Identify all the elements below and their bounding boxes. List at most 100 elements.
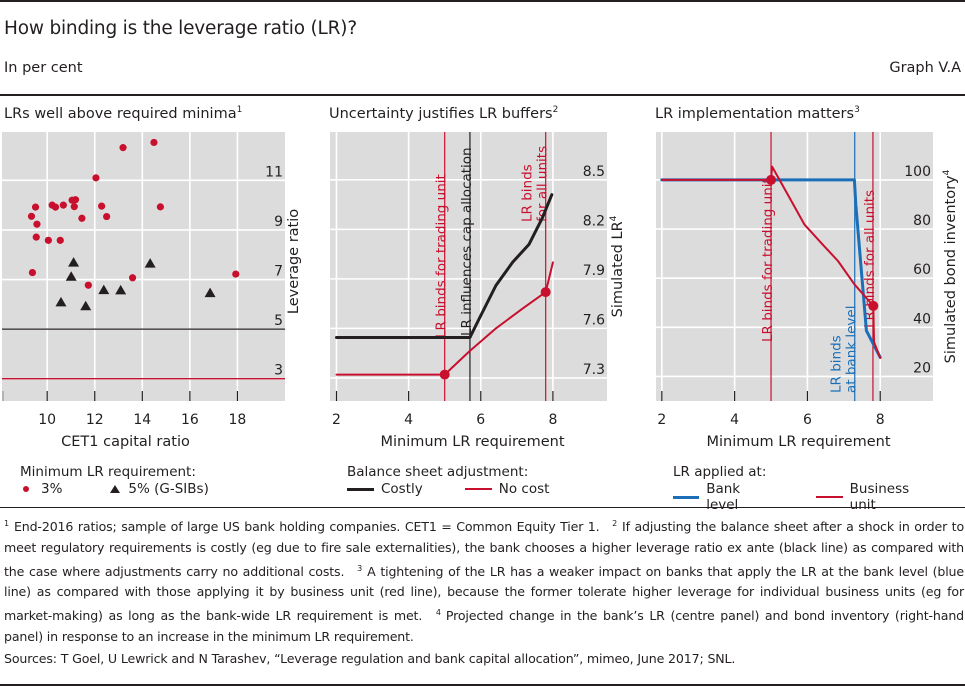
plot-background: [330, 132, 607, 401]
x-tick-label: 8: [548, 412, 557, 428]
x-tick-label: 18: [229, 412, 247, 428]
footnote-text: End-2016 ratios; sample of large US bank…: [13, 519, 600, 534]
legend-label: 3%: [41, 481, 63, 497]
line-swatch-icon: [673, 495, 700, 499]
lr-buffers-panel: 2 4 6 8 7.3 7.6 7.9 8.2 8.5 Minimum LR requiremen…: [330, 132, 626, 450]
y-tick-label: 20: [913, 360, 931, 376]
footnote-rule: [0, 507, 965, 508]
series-line-bank-level: [660, 178, 882, 359]
threshold-label: LR influences cap allocation: [459, 147, 475, 336]
series-marker: [439, 369, 450, 380]
data-point-gsib: [80, 300, 92, 311]
y-tick-label: 7.3: [583, 362, 605, 378]
y-axis-label: Leverage ratio: [286, 209, 302, 314]
data-point-3pct: [28, 268, 37, 277]
data-point-gsib: [55, 296, 67, 307]
data-point-3pct: [59, 201, 67, 209]
footnote-number: 3: [357, 563, 363, 573]
y-tick-label: 100: [904, 164, 931, 180]
legend-label: 5% (G-SIBs): [128, 481, 209, 497]
y-tick-label: 60: [913, 262, 931, 278]
data-point-3pct: [103, 212, 111, 221]
panel-2-title-text: Uncertainty justifies LR buffers: [329, 106, 553, 122]
series-line-costly: [335, 193, 554, 339]
legend-item-business-unit: Business unit: [816, 481, 937, 513]
footnote-ref: 1: [236, 105, 243, 115]
data-point-3pct: [92, 174, 100, 182]
series-marker: [868, 300, 879, 311]
footnote-number: 2: [612, 519, 618, 528]
panel-3-title: LR implementation matters3: [655, 105, 860, 122]
threshold-label: for all units: [535, 146, 551, 222]
scatter-panel: 10 12 14 16 18 3 5 7 9 11 CET1 capital ratio Levera…: [2, 132, 302, 450]
y-axis-label: Simulated LR4: [609, 215, 626, 317]
footnote-text: Projected change in the bank’s LR (centr…: [4, 608, 964, 644]
data-point-3pct: [71, 196, 80, 204]
y-tick-label: 40: [913, 311, 931, 327]
data-point-gsib: [65, 271, 77, 281]
chart-title: How binding is the leverage ratio (LR)?: [4, 18, 357, 39]
top-rule: [0, 0, 965, 2]
panel-2-title: Uncertainty justifies LR buffers2: [329, 105, 558, 122]
triangle-marker-icon: [110, 485, 121, 493]
sources: Sources: T Goel, U Lewrick and N Tarashe…: [4, 651, 736, 666]
legend-panel-3: LR applied at: Bank level Business unit: [673, 464, 965, 513]
unit-label: In per cent: [4, 60, 83, 76]
dot-marker-icon: [23, 486, 29, 492]
data-point-3pct: [44, 236, 52, 244]
legend-label: No cost: [498, 481, 550, 497]
series-line-business-unit: [660, 165, 882, 359]
graph-id: Graph V.A: [889, 60, 961, 76]
legend-item-costly: Costly: [347, 481, 423, 497]
x-tick-label: 2: [657, 412, 666, 428]
y-tick-label: 3: [274, 363, 283, 379]
data-point-3pct: [51, 203, 60, 211]
data-point-3pct: [232, 270, 240, 278]
data-point-3pct: [98, 202, 106, 210]
x-tick-label: 16: [181, 412, 199, 428]
threshold-label: at bank level: [844, 306, 860, 393]
x-tick-label: 4: [730, 412, 739, 428]
legend-item-bank-level: Bank level: [673, 481, 774, 513]
plot-background: [2, 132, 285, 401]
legend-title: Minimum LR requirement:: [20, 464, 196, 480]
y-tick-label: 8.5: [583, 164, 605, 180]
legend-item-no-cost: No cost: [464, 481, 550, 497]
x-axis-label: Minimum LR requirement: [706, 434, 890, 450]
threshold-label: LR binds: [829, 335, 845, 393]
data-point-3pct: [70, 203, 78, 211]
legend-item-3pct: 3%: [20, 481, 62, 497]
header-rule: [0, 94, 965, 96]
threshold-label: LR binds for all units: [862, 190, 878, 328]
y-tick-label: 80: [913, 213, 931, 229]
data-point-gsib: [204, 287, 216, 298]
legend-title: LR applied at:: [673, 464, 767, 480]
x-axis-label: CET1 capital ratio: [61, 434, 190, 450]
footnote-ref: 4: [942, 169, 952, 175]
data-point-3pct: [32, 233, 40, 241]
data-point-3pct: [78, 214, 86, 222]
legend-label: Costly: [381, 481, 423, 497]
plot-background: [656, 132, 933, 401]
legend-label: Business unit: [849, 481, 910, 513]
data-point-3pct: [128, 274, 137, 282]
footnote-number: 4: [435, 608, 441, 618]
data-point-3pct: [84, 281, 92, 289]
footnote-number: 1: [4, 519, 9, 528]
legend-label: Bank level: [706, 481, 741, 513]
footnote-ref: 2: [552, 105, 559, 115]
y-tick-label: 11: [265, 164, 283, 180]
footnote-text: A tightening of the LR has a weaker impa…: [4, 563, 964, 624]
threshold-label: LR binds: [520, 164, 536, 222]
y-tick-label: 9: [274, 214, 283, 230]
y-tick-label: 8.2: [583, 213, 605, 229]
footnote-text: If adjusting the balance sheet after a s…: [4, 519, 965, 579]
x-tick-label: 12: [86, 412, 104, 428]
x-tick-label: 8: [876, 412, 885, 428]
x-tick-label: 2: [332, 412, 341, 428]
data-point-3pct: [31, 203, 40, 211]
legend-title: Balance sheet adjustment:: [347, 464, 529, 480]
x-tick-label: 6: [803, 412, 812, 428]
x-tick-label: 14: [133, 412, 151, 428]
threshold-label: LR binds for trading unit: [760, 178, 776, 342]
